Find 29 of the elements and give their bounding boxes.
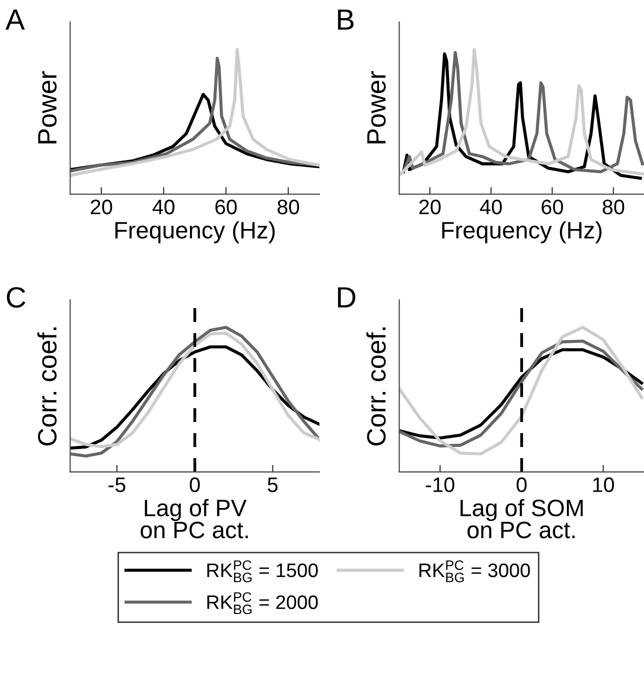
legend-label: RK$^{PC}$$_{BG}$ = 2000 xyxy=(207,592,318,614)
y-axis-title: Corr. coef. xyxy=(366,327,386,446)
chart-title: A xyxy=(5,10,25,30)
x-axis-title: Lag of PV on PC act. xyxy=(140,499,248,538)
x-tick-label: 20 xyxy=(419,200,441,214)
legend-label: RK$^{PC}$$_{BG}$ = 1500 xyxy=(207,560,318,582)
x-tick-label: 0 xyxy=(190,477,200,492)
chart-title: D xyxy=(338,287,356,308)
chart-title: B xyxy=(338,10,354,30)
x-tick-label: -10 xyxy=(426,477,454,492)
x-tick-label: 40 xyxy=(152,200,174,214)
x-tick-label: 5 xyxy=(268,478,278,492)
x-tick-label: 40 xyxy=(480,200,502,214)
x-axis-title: Frequency (Hz) xyxy=(115,221,275,244)
x-tick-label: 80 xyxy=(602,200,624,214)
x-tick-label: 20 xyxy=(90,200,112,214)
x-tick-label: -5 xyxy=(108,478,126,492)
x-axis-title: Lag of SOM on PC act. xyxy=(460,499,583,538)
x-axis-title: Frequency (Hz) xyxy=(442,221,602,244)
y-axis-title: Corr. coef. xyxy=(37,327,57,446)
x-tick-label: 60 xyxy=(215,200,237,214)
x-tick-label: 80 xyxy=(278,200,300,214)
y-axis-title: Power xyxy=(38,71,57,144)
x-tick-label: 60 xyxy=(542,200,564,214)
x-tick-label: 10 xyxy=(593,477,614,492)
legend-label: RK$^{PC}$$_{BG}$ = 3000 xyxy=(419,560,530,582)
y-axis-title: Power xyxy=(367,71,386,144)
chart-title: C xyxy=(6,287,26,308)
x-tick-label: 0 xyxy=(516,477,527,492)
